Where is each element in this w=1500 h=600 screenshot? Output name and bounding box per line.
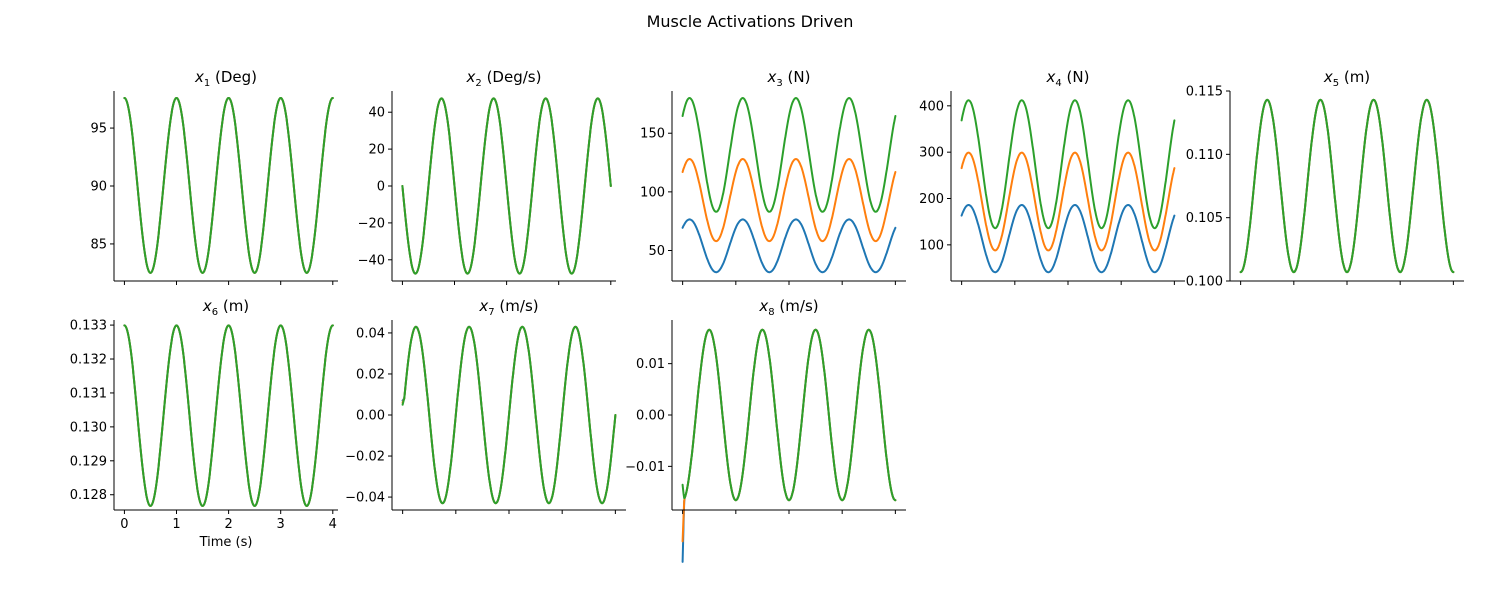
y-tick-label: 90 <box>90 180 107 195</box>
y-tick-label: 0.129 <box>70 454 107 469</box>
y-tick-label: 0.131 <box>70 386 107 401</box>
y-tick-label: 85 <box>90 237 107 252</box>
series-line <box>1239 98 1455 274</box>
y-tick-label: 0.00 <box>636 409 665 424</box>
y-tick-label: 20 <box>368 143 385 158</box>
series-line <box>681 328 897 502</box>
y-tick-label: −40 <box>358 253 385 268</box>
subplot-6: x6 (m) 0.128 0.129 0.130 0.131 0.132 0.133 0 1 2 3… <box>70 297 338 550</box>
series-line <box>401 97 612 275</box>
x-tick-label: 1 <box>172 517 180 532</box>
subplot-title: x1 (Deg) <box>194 68 257 89</box>
y-tick-label: 0.04 <box>356 326 385 341</box>
y-tick-label: 40 <box>368 106 385 121</box>
subplot-1: x1 (Deg) 85 90 95 <box>90 68 338 285</box>
series-line <box>123 324 334 507</box>
series-line <box>960 151 1176 252</box>
subplot-5: x5 (m) 0.100 0.105 0.110 0.115 <box>1186 68 1464 290</box>
series-line <box>681 97 897 213</box>
y-tick-label: −0.02 <box>345 450 385 465</box>
subplot-3: x3 (N) 50 100 150 <box>640 68 906 285</box>
subplot-title: x5 (m) <box>1323 68 1370 89</box>
series-line <box>123 324 334 507</box>
y-tick-label: 50 <box>648 244 665 259</box>
y-tick-label: 0.110 <box>1186 148 1223 163</box>
series-line <box>681 328 897 563</box>
x-tick-label: 0 <box>120 517 128 532</box>
y-tick-label: 0.100 <box>1186 275 1223 290</box>
y-tick-label: 0.130 <box>70 420 107 435</box>
figure-title: Muscle Activations Driven <box>647 12 854 31</box>
y-tick-label: 0.02 <box>356 367 385 382</box>
y-tick-label: 0.132 <box>70 353 107 368</box>
series-line <box>401 325 617 505</box>
y-tick-label: 400 <box>919 99 944 114</box>
x-tick-label: 3 <box>277 517 285 532</box>
series-line <box>123 324 334 507</box>
y-tick-label: 0.133 <box>70 319 107 334</box>
y-tick-label: 0.00 <box>356 409 385 424</box>
subplot-title: x4 (N) <box>1046 68 1090 89</box>
subplot-title: x6 (m) <box>202 297 249 318</box>
x-tick-label: 4 <box>329 517 337 532</box>
series-line <box>1239 98 1455 274</box>
subplot-title: x2 (Deg/s) <box>466 68 542 89</box>
series-line <box>123 97 334 274</box>
y-tick-label: 0.01 <box>636 357 665 372</box>
subplot-title: x3 (N) <box>767 68 811 89</box>
y-tick-label: 95 <box>90 122 107 137</box>
subplot-7: x7 (m/s) −0.04 −0.02 0.00 0.02 0.04 <box>345 297 626 514</box>
series-line <box>1239 98 1455 274</box>
subplot-4: x4 (N) 100 200 300 400 <box>919 68 1185 285</box>
y-tick-label: −0.01 <box>625 460 665 475</box>
x-tick-label: 2 <box>224 517 232 532</box>
y-tick-label: 200 <box>919 192 944 207</box>
y-tick-label: 300 <box>919 146 944 161</box>
series-line <box>681 218 897 274</box>
y-tick-label: 100 <box>919 238 944 253</box>
x-axis-label: Time (s) <box>199 535 253 550</box>
series-line <box>960 99 1176 230</box>
subplot-title: x8 (m/s) <box>758 297 818 318</box>
y-tick-label: 0 <box>377 180 385 195</box>
subplot-8: x8 (m/s) −0.01 0.00 0.01 <box>625 297 906 563</box>
y-tick-label: 100 <box>640 185 665 200</box>
y-tick-label: 0.115 <box>1186 85 1223 100</box>
series-line <box>123 97 334 274</box>
subplot-title: x7 (m/s) <box>478 297 538 318</box>
y-tick-label: 0.105 <box>1186 211 1223 226</box>
subplot-2: x2 (Deg/s) −40 −20 0 20 40 <box>358 68 616 285</box>
y-tick-label: −0.04 <box>345 491 385 506</box>
series-line <box>960 204 1176 274</box>
series-line <box>123 97 334 274</box>
y-tick-label: 0.128 <box>70 488 107 503</box>
y-tick-label: 150 <box>640 127 665 142</box>
series-line <box>681 158 897 243</box>
y-tick-label: −20 <box>358 216 385 231</box>
